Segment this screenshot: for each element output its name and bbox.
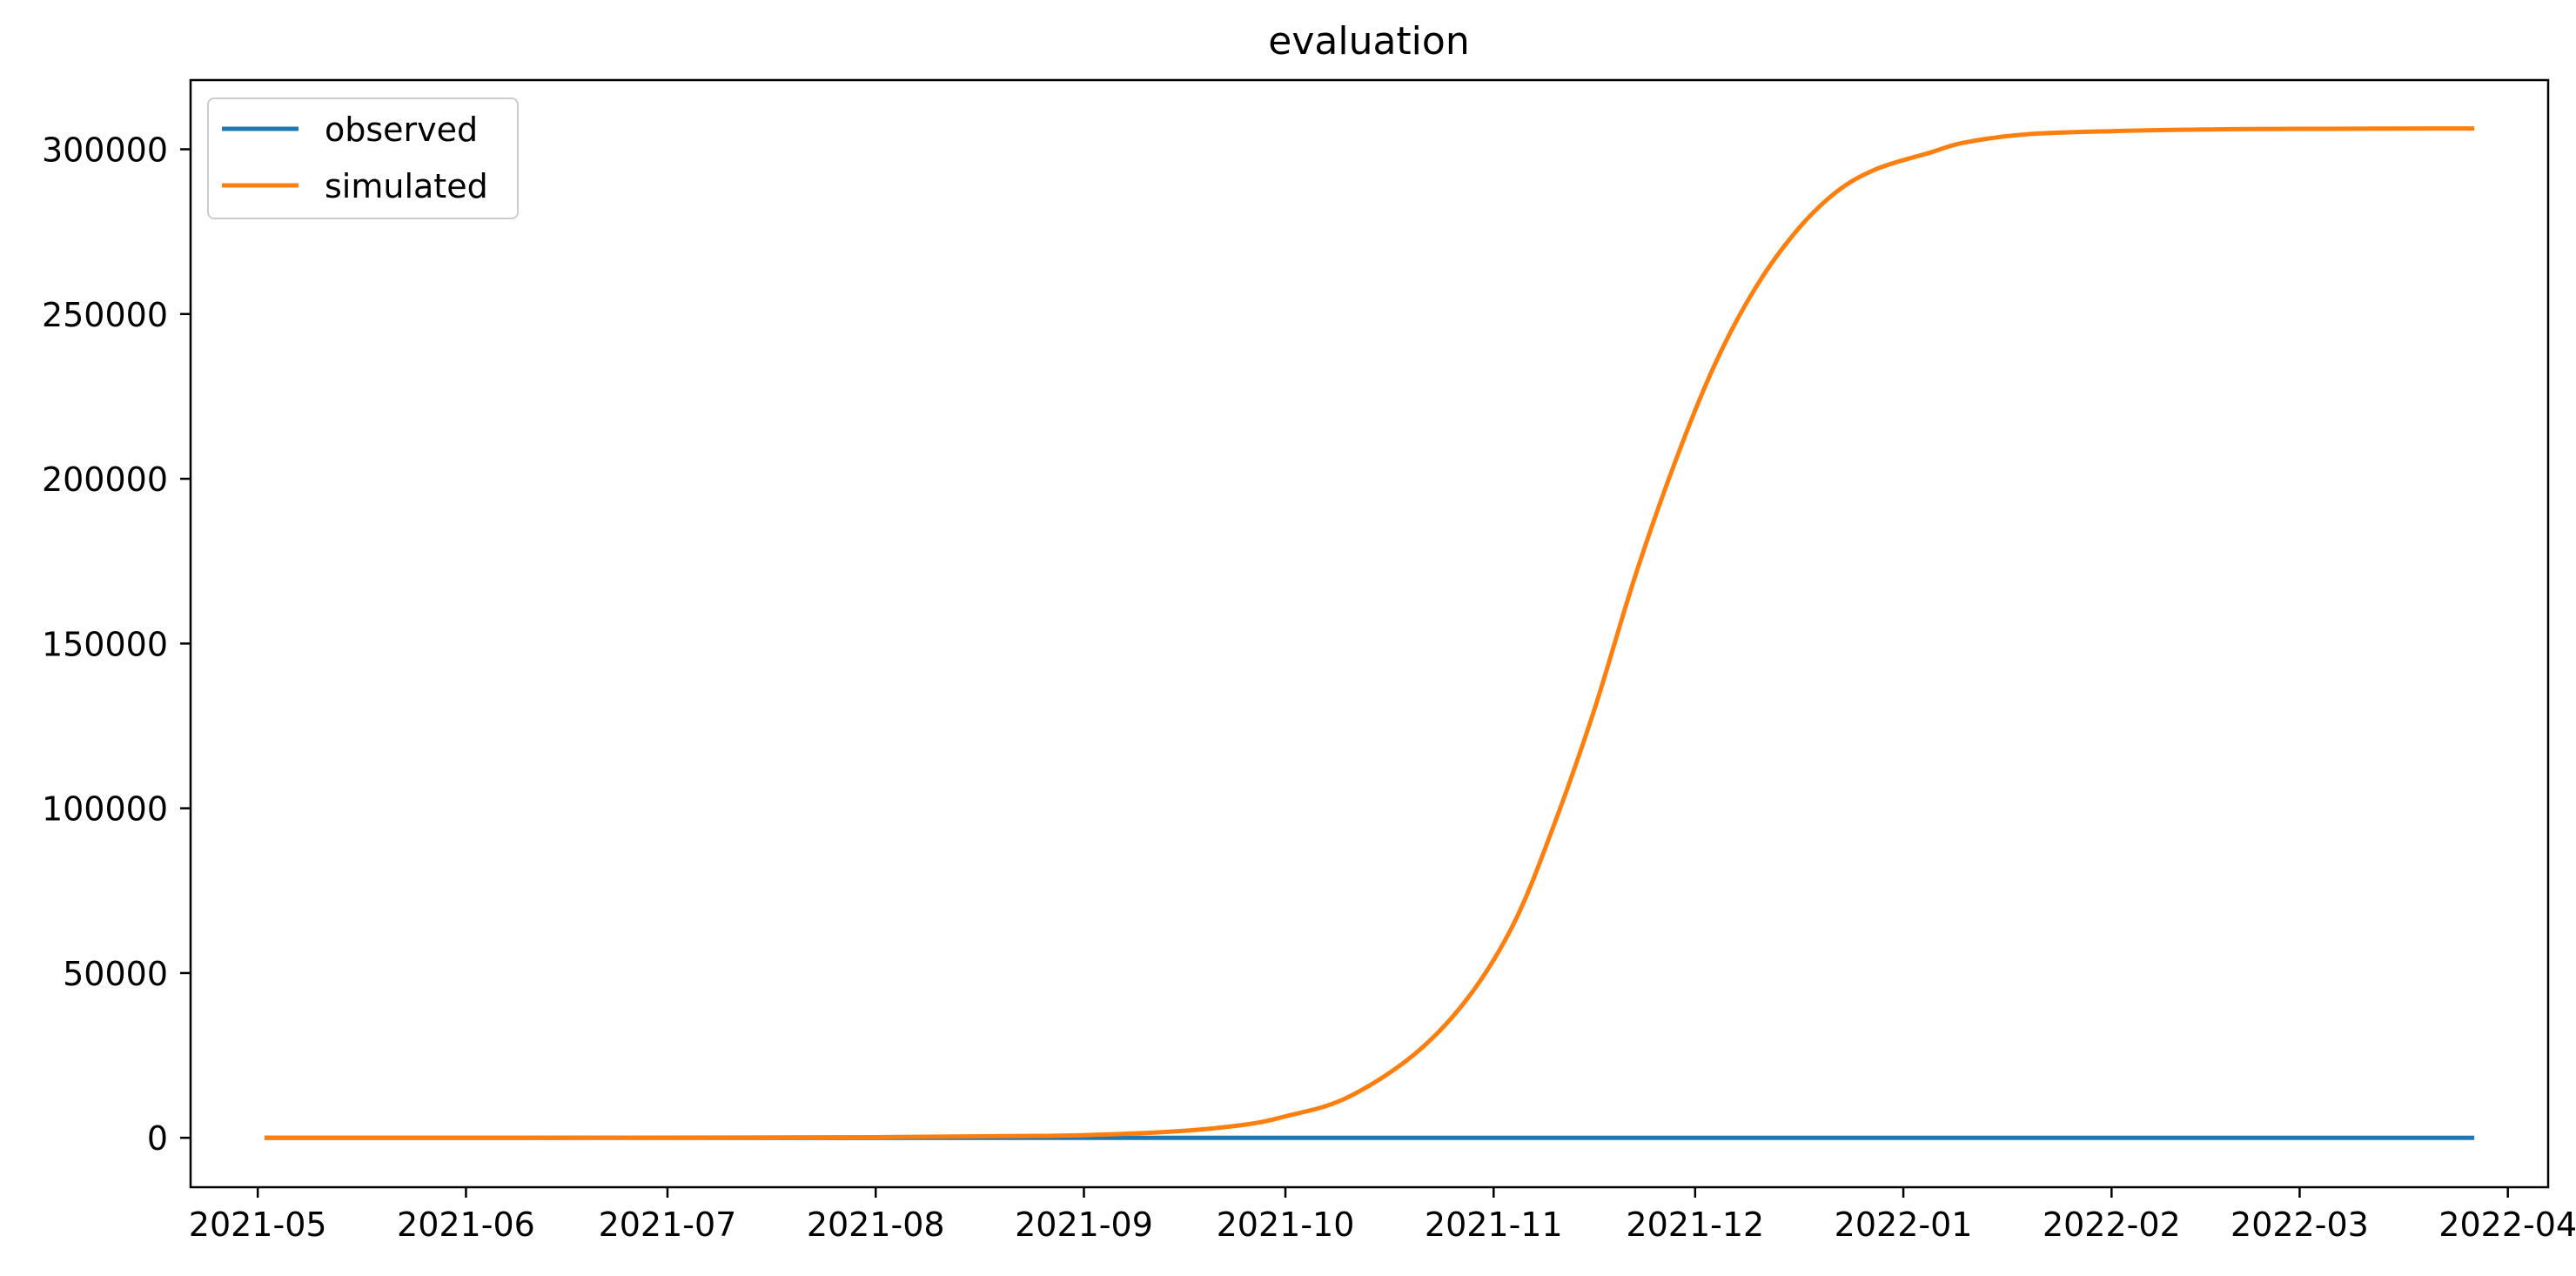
y-tick-label: 50000 [63,955,168,993]
x-tick-label: 2021-11 [1425,1205,1563,1244]
x-tick-label: 2021-12 [1626,1205,1764,1244]
series-line-simulated [264,126,2475,1140]
y-axis: 0 50000 100000 150000 200000 250000 300000 [42,131,191,1158]
legend: observed simulated [207,97,519,219]
y-tick-label: 250000 [42,296,168,334]
y-tick-label: 0 [147,1119,168,1158]
series-layer [264,126,2475,1140]
legend-label-observed: observed [325,111,478,149]
x-tick-label: 2021-08 [807,1205,945,1244]
y-tick-label: 150000 [42,625,168,663]
y-tick-label: 200000 [42,460,168,499]
x-tick-label: 2021-06 [397,1205,535,1244]
x-tick-label: 2022-03 [2231,1205,2369,1244]
x-axis: 2021-05 2021-06 2021-07 2021-08 2021-09 2021-… [189,1187,2576,1244]
chart-title: evaluation [1268,19,1469,64]
x-tick-label: 2022-02 [2043,1205,2181,1244]
y-tick-label: 100000 [42,790,168,829]
x-tick-label: 2022-04 [2438,1205,2576,1244]
x-tick-label: 2022-01 [1835,1205,1973,1244]
legend-label-simulated: simulated [325,167,488,205]
x-tick-label: 2021-10 [1217,1205,1355,1244]
x-tick-label: 2021-09 [1015,1205,1153,1244]
x-tick-label: 2021-07 [599,1205,737,1244]
x-tick-label: 2021-05 [189,1205,327,1244]
plot-area [189,78,2550,1189]
y-tick-label: 300000 [42,131,168,170]
